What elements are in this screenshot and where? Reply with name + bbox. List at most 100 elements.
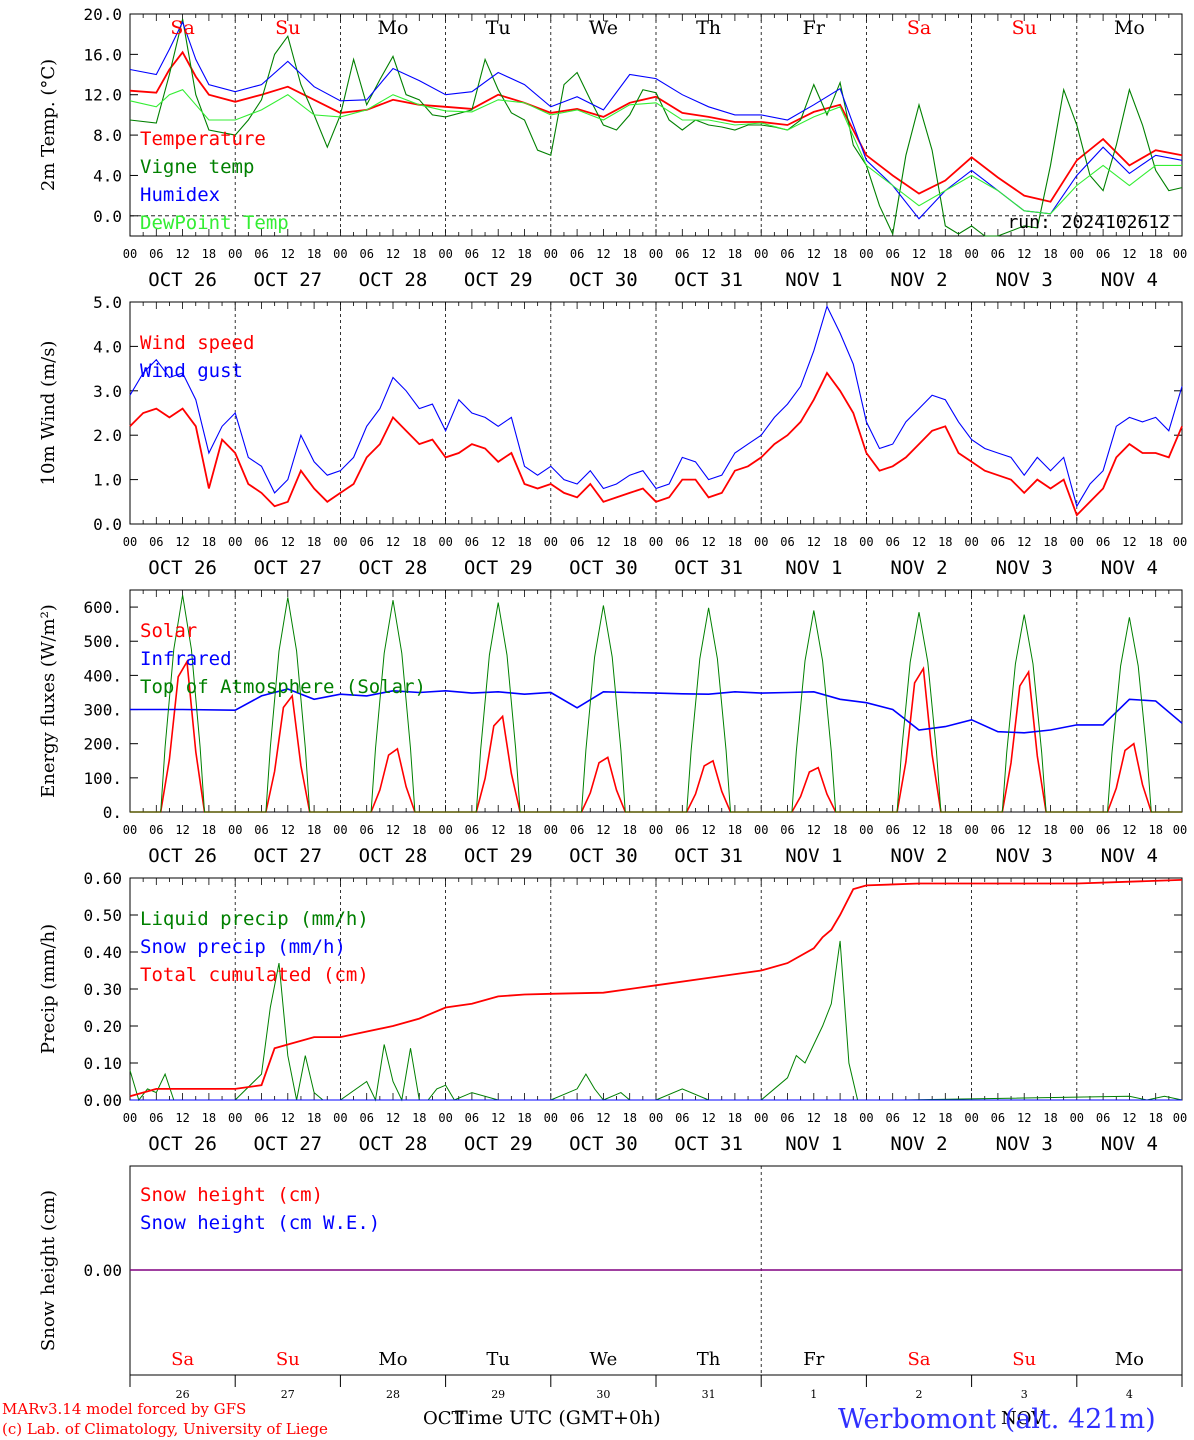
hour-tick-label: 18 bbox=[517, 247, 531, 261]
date-label: NOV 3 bbox=[996, 557, 1053, 579]
hour-tick-label: 06 bbox=[675, 1111, 689, 1125]
hour-tick-label: 12 bbox=[175, 1111, 189, 1125]
hour-tick-label: 00 bbox=[333, 823, 347, 837]
weekday-label: Th bbox=[696, 17, 721, 39]
series-infrared bbox=[130, 688, 1183, 734]
day-number-label: 28 bbox=[386, 1388, 400, 1401]
series-vigne-temp bbox=[129, 18, 1183, 237]
hour-tick-label: 00 bbox=[964, 1111, 978, 1125]
y-tick-label: 0.0 bbox=[93, 515, 122, 534]
weekday-label: Su bbox=[276, 1349, 300, 1370]
hour-tick-label: 18 bbox=[517, 535, 531, 549]
hour-tick-label: 00 bbox=[544, 247, 558, 261]
y-tick-label: 0.00 bbox=[83, 1091, 122, 1110]
hour-tick-label: 06 bbox=[885, 535, 899, 549]
hour-tick-label: 06 bbox=[465, 1111, 479, 1125]
day-number-label: 4 bbox=[1126, 1388, 1133, 1401]
hour-tick-label: 18 bbox=[517, 823, 531, 837]
date-label: NOV 1 bbox=[785, 557, 842, 579]
y-tick-label: 0.20 bbox=[83, 1017, 122, 1036]
date-label: OCT 28 bbox=[359, 1133, 428, 1155]
hour-tick-label: 12 bbox=[281, 823, 295, 837]
hour-tick-label: 12 bbox=[491, 535, 505, 549]
x-axis-title: Time UTC (GMT+0h) bbox=[455, 1407, 661, 1429]
hour-tick-label: 18 bbox=[1148, 535, 1162, 549]
hour-tick-label: 00 bbox=[228, 535, 242, 549]
hour-tick-label: 18 bbox=[833, 823, 847, 837]
day-number-label: 2 bbox=[916, 1388, 923, 1401]
hour-tick-label: 12 bbox=[1017, 535, 1031, 549]
hour-tick-label: 06 bbox=[991, 1111, 1005, 1125]
hour-tick-label: 00 bbox=[754, 823, 768, 837]
month-label-right: NOV bbox=[1001, 1408, 1045, 1429]
legend-label-dewpoint-temp: DewPoint Temp bbox=[140, 212, 289, 234]
hour-tick-label: 00 bbox=[1070, 535, 1084, 549]
weekday-label: Sa bbox=[907, 1349, 930, 1370]
hour-tick-label: 00 bbox=[333, 535, 347, 549]
hour-tick-label: 00 bbox=[544, 535, 558, 549]
hour-tick-label: 00 bbox=[964, 247, 978, 261]
station-title: Werbomont (alt. 421m) bbox=[838, 1404, 1156, 1435]
hour-tick-label: 18 bbox=[833, 535, 847, 549]
date-label: NOV 4 bbox=[1101, 557, 1158, 579]
date-label: OCT 29 bbox=[464, 1133, 533, 1155]
date-label: OCT 27 bbox=[253, 1133, 322, 1155]
date-label: OCT 31 bbox=[674, 1133, 743, 1155]
y-tick-label: 8.0 bbox=[93, 126, 122, 145]
date-label: NOV 1 bbox=[785, 1133, 842, 1155]
hour-tick-label: 00 bbox=[123, 535, 137, 549]
hour-tick-label: 18 bbox=[1148, 247, 1162, 261]
date-label: NOV 4 bbox=[1101, 1133, 1158, 1155]
hour-tick-label: 12 bbox=[807, 1111, 821, 1125]
hour-tick-label: 18 bbox=[938, 1111, 952, 1125]
hour-tick-label: 00 bbox=[1173, 535, 1187, 549]
hour-tick-label: 06 bbox=[675, 823, 689, 837]
run-annotation: run: 2024102612 bbox=[1007, 212, 1170, 233]
date-label: NOV 2 bbox=[890, 1133, 947, 1155]
hour-tick-label: 00 bbox=[964, 535, 978, 549]
legend-label-humidex: Humidex bbox=[140, 184, 220, 206]
hour-tick-label: 00 bbox=[228, 1111, 242, 1125]
hour-tick-label: 18 bbox=[202, 1111, 216, 1125]
weekday-label: Su bbox=[275, 17, 300, 39]
weekday-label: We bbox=[589, 17, 618, 39]
weekday-label: Fr bbox=[803, 1349, 824, 1370]
hour-tick-label: 12 bbox=[1017, 247, 1031, 261]
date-label: OCT 31 bbox=[674, 269, 743, 291]
date-label: NOV 2 bbox=[890, 845, 947, 867]
date-label: OCT 27 bbox=[253, 557, 322, 579]
series-liquid-precip-mm-h bbox=[129, 940, 1183, 1102]
hour-tick-label: 18 bbox=[307, 247, 321, 261]
series-dewpoint-temp bbox=[129, 89, 1182, 215]
hour-tick-label: 12 bbox=[281, 247, 295, 261]
y-tick-label: 0.00 bbox=[83, 1261, 122, 1280]
legend-label-liquid-precip-mm-h: Liquid precip (mm/h) bbox=[140, 908, 369, 930]
hour-tick-label: 06 bbox=[254, 247, 268, 261]
hour-tick-label: 00 bbox=[1173, 1111, 1187, 1125]
hour-tick-label: 06 bbox=[149, 1111, 163, 1125]
hour-tick-label: 12 bbox=[807, 535, 821, 549]
hour-tick-label: 18 bbox=[938, 823, 952, 837]
date-label: OCT 28 bbox=[359, 269, 428, 291]
y-tick-label: 12.0 bbox=[83, 86, 122, 105]
credit-line-2: (c) Lab. of Climatology, University of L… bbox=[2, 1420, 328, 1438]
date-label: NOV 3 bbox=[996, 1133, 1053, 1155]
hour-tick-label: 12 bbox=[491, 1111, 505, 1125]
hour-tick-label: 18 bbox=[1043, 823, 1057, 837]
hour-tick-label: 06 bbox=[885, 247, 899, 261]
day-number-label: 30 bbox=[596, 1388, 610, 1401]
hour-tick-label: 06 bbox=[675, 535, 689, 549]
weekday-label: Fr bbox=[803, 17, 826, 39]
hour-tick-label: 12 bbox=[596, 247, 610, 261]
hour-tick-label: 00 bbox=[438, 1111, 452, 1125]
date-label: OCT 27 bbox=[253, 269, 322, 291]
hour-tick-label: 12 bbox=[1122, 247, 1136, 261]
legend-label-top-of-atmosphere-solar: Top of Atmosphere (Solar) bbox=[140, 676, 426, 698]
hour-tick-label: 12 bbox=[175, 247, 189, 261]
hour-tick-label: 12 bbox=[281, 535, 295, 549]
hour-tick-label: 00 bbox=[1173, 823, 1187, 837]
energy-y-axis-label: Energy fluxes (W/m²) bbox=[38, 604, 59, 798]
hour-tick-label: 00 bbox=[1070, 823, 1084, 837]
hour-tick-label: 18 bbox=[307, 1111, 321, 1125]
